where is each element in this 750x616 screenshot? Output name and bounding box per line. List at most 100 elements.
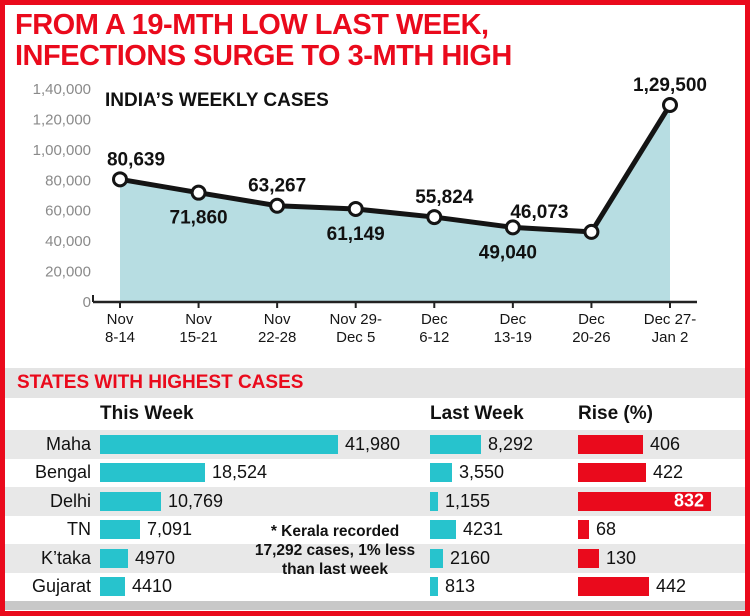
state-row-tn: TN 7,091 4231 68 <box>5 515 745 544</box>
this-week-bar <box>100 548 128 568</box>
svg-text:61,149: 61,149 <box>327 224 385 245</box>
last-week-cell: 8,292 <box>430 434 578 455</box>
last-week-value: 8,292 <box>488 433 534 454</box>
this-week-value: 4970 <box>135 547 176 568</box>
state-row-delhi: Delhi 10,769 1,155 832 <box>5 487 745 516</box>
this-week-cell: 4970 <box>100 548 430 569</box>
state-row-gujarat: Gujarat 4410 813 442 <box>5 572 745 601</box>
svg-text:60,000: 60,000 <box>45 203 91 220</box>
this-week-value: 41,980 <box>345 433 401 454</box>
this-week-value: 7,091 <box>147 519 193 540</box>
states-table-header: This Week Last Week Rise (%) <box>5 398 745 430</box>
state-label: Gujarat <box>31 576 91 597</box>
svg-text:80,639: 80,639 <box>107 149 165 170</box>
rise-value: 406 <box>650 433 681 454</box>
last-week-cell: 2160 <box>430 548 578 569</box>
this-week-value: 4410 <box>132 576 173 597</box>
rise-cell: 422 <box>578 462 745 483</box>
this-week-bar <box>100 577 125 597</box>
svg-text:49,040: 49,040 <box>479 242 537 263</box>
this-week-cell: 41,980 <box>100 434 430 455</box>
this-week-value: 10,769 <box>168 490 224 511</box>
state-row-bengal: Bengal 18,524 3,550 422 <box>5 458 745 487</box>
state-label: Bengal <box>34 462 91 483</box>
rise-value: 68 <box>596 519 617 540</box>
rise-cell: 68 <box>578 519 745 540</box>
headline-line1: FROM A 19-MTH LOW LAST WEEK, <box>15 9 489 41</box>
last-week-bar <box>430 491 438 511</box>
column-header-this-week: This Week <box>100 403 194 424</box>
rise-value: 130 <box>606 547 637 568</box>
rise-cell: 130 <box>578 548 745 569</box>
state-label: TN <box>67 519 91 540</box>
rise-bar <box>578 548 599 568</box>
svg-text:71,860: 71,860 <box>170 208 228 229</box>
weekly-cases-chart: 0 20,000 40,000 60,000 80,000 1,00,000 1,20,00… <box>5 72 745 354</box>
last-week-value: 2160 <box>450 547 491 568</box>
this-week-cell: 18,524 <box>100 462 430 483</box>
svg-text:1,00,000: 1,00,000 <box>33 142 91 159</box>
headline-line2: INFECTIONS SURGE TO 3-MTH HIGH <box>15 40 512 72</box>
last-week-bar <box>430 577 438 597</box>
last-week-cell: 813 <box>430 576 578 597</box>
rise-bar <box>578 520 589 540</box>
svg-text:20,000: 20,000 <box>45 264 91 281</box>
last-week-cell: 1,155 <box>430 491 578 512</box>
last-week-cell: 3,550 <box>430 462 578 483</box>
rise-cell: 832 <box>578 490 745 511</box>
rise-bar <box>578 577 649 597</box>
last-week-cell: 4231 <box>430 519 578 540</box>
this-week-bar <box>100 463 205 483</box>
column-header-last-week: Last Week <box>430 403 524 424</box>
svg-text:Nov 29-Dec 5: Nov 29-Dec 5 <box>329 311 382 346</box>
state-row-ktaka: K’taka 4970 2160 130 <box>5 544 745 573</box>
last-week-value: 3,550 <box>459 462 505 483</box>
rise-cell: 442 <box>578 576 745 597</box>
svg-text:40,000: 40,000 <box>45 233 91 250</box>
svg-text:1,40,000: 1,40,000 <box>33 81 91 98</box>
state-label: K’taka <box>40 547 91 568</box>
this-week-cell: 10,769 <box>100 491 430 512</box>
last-week-value: 1,155 <box>445 490 491 511</box>
svg-text:80,000: 80,000 <box>45 172 91 189</box>
kerala-footnote-line2: 17,292 cases, 1% less <box>254 542 416 559</box>
state-row-maha: Maha 41,980 8,292 406 <box>5 430 745 459</box>
this-week-bar <box>100 520 140 540</box>
chart-title: INDIA’S WEEKLY CASES <box>105 90 329 111</box>
headline: FROM A 19-MTH LOW LAST WEEK, INFECTIONS … <box>5 5 745 72</box>
svg-text:55,824: 55,824 <box>415 187 474 208</box>
this-week-bar <box>100 491 161 511</box>
svg-text:63,267: 63,267 <box>248 176 306 197</box>
this-week-value: 18,524 <box>212 462 268 483</box>
rise-value: 442 <box>656 576 687 597</box>
kerala-footnote: * Kerala recorded 17,292 cases, 1% less … <box>210 522 460 579</box>
rise-cell: 406 <box>578 434 745 455</box>
last-week-value: 4231 <box>463 519 504 540</box>
svg-text:1,29,500: 1,29,500 <box>633 75 707 96</box>
kerala-footnote-line3: than last week <box>282 561 388 578</box>
last-week-bar <box>430 434 481 454</box>
weekly-cases-chart-svg: 0 20,000 40,000 60,000 80,000 1,00,000 1,20,00… <box>33 75 707 346</box>
column-header-rise: Rise (%) <box>578 403 653 424</box>
rise-value: 832 <box>673 490 704 511</box>
states-section-header: STATES WITH HIGHEST CASES <box>5 368 745 398</box>
last-week-bar <box>430 520 456 540</box>
rise-bar <box>578 463 646 483</box>
last-week-bar <box>430 548 443 568</box>
last-week-bar <box>430 463 452 483</box>
state-label: Maha <box>45 433 91 454</box>
bottom-strip <box>5 601 745 610</box>
svg-text:0: 0 <box>83 294 91 311</box>
last-week-value: 813 <box>445 576 476 597</box>
rise-bar: 832 <box>578 490 711 511</box>
this-week-cell: 7,091 <box>100 519 430 540</box>
svg-text:46,073: 46,073 <box>510 202 568 223</box>
rise-bar <box>578 434 643 454</box>
